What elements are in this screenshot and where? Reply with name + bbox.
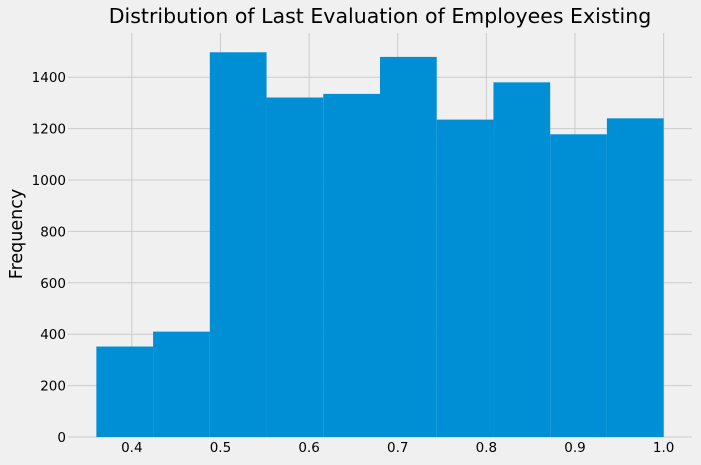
x-tick-label: 0.8 [476,440,497,456]
ticks-layer: 0.4 0.5 0.6 0.7 0.8 0.9 1.0 0 200 400 600 800 1000 12… [32,70,675,456]
y-tick-label: 0 [57,430,66,446]
y-tick-label: 1200 [32,122,66,138]
x-tick-label: 0.6 [298,440,319,456]
histogram-bar [550,134,607,437]
histogram-bar [606,118,664,438]
histogram-bar [380,56,437,438]
x-tick-label: 1.0 [653,440,674,456]
y-tick-label: 400 [40,327,66,343]
histogram-bar [153,331,210,437]
histogram-bar [436,119,494,437]
histogram-bar [493,82,551,438]
y-tick-label: 1000 [32,173,66,189]
y-tick-label: 600 [40,276,66,292]
y-tick-label: 1400 [32,70,66,86]
chart-title: Distribution of Last Evaluation of Emplo… [109,4,652,28]
x-tick-label: 0.9 [564,440,585,456]
x-tick-label: 0.4 [121,440,142,456]
x-tick-label: 0.5 [210,440,231,456]
histogram-bar [96,346,154,437]
y-tick-label: 800 [40,224,66,240]
y-axis-label: Frequency [7,189,27,279]
y-tick-label: 200 [40,379,66,395]
bars-layer [96,52,664,438]
histogram-bar [323,93,380,438]
histogram-bar [209,52,267,437]
x-tick-label: 0.7 [387,440,408,456]
histogram-bar [266,97,324,438]
